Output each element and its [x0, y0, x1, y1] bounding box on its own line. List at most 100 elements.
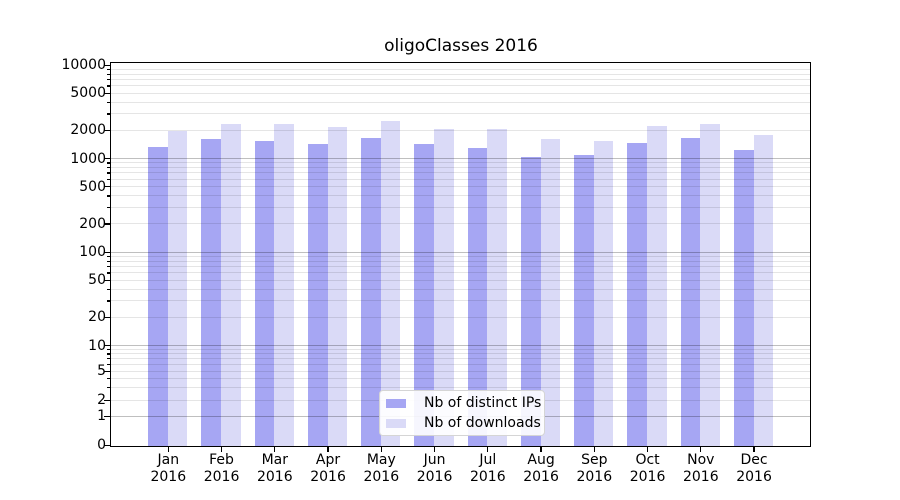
legend-swatch-downloads: [386, 418, 406, 428]
gridline-minor: [111, 370, 810, 372]
x-tick-label-dec: Dec 2016: [736, 452, 772, 485]
bar-ips-dec: [733, 149, 754, 446]
y-tick-mark: [104, 415, 110, 417]
bar-ips-jul: [467, 148, 488, 446]
x-tick-label-mar: Mar 2016: [256, 452, 293, 485]
y-tick-mark-minor: [107, 92, 110, 94]
y-tick-mark-minor: [107, 73, 110, 75]
y-tick-mark-minor: [107, 288, 110, 290]
bar-ips-sep: [574, 154, 594, 446]
x-tick-label-apr: Apr 2016: [310, 452, 346, 485]
gridline-minor: [111, 206, 810, 208]
gridline-minor: [111, 78, 810, 80]
x-tick-label-nov: Nov 2016: [682, 452, 719, 485]
gridline-minor: [111, 186, 810, 188]
x-tick-label-jan: Jan 2016: [150, 452, 187, 485]
x-tick-mark: [380, 447, 382, 452]
x-tick-label-may: May 2016: [363, 452, 400, 485]
y-tick-mark-minor: [107, 353, 110, 355]
x-tick-mark: [487, 447, 489, 452]
bar-downloads-dec: [753, 134, 774, 446]
gridline-minor: [111, 167, 810, 169]
gridline-minor: [111, 195, 810, 197]
x-tick-mark: [433, 447, 436, 452]
gridline-minor: [111, 129, 810, 131]
gridline-minor: [111, 386, 810, 388]
y-tick-mark-minor: [107, 195, 110, 197]
y-tick-mark: [104, 345, 110, 347]
bar-downloads-jul: [487, 129, 507, 446]
gridline-minor: [111, 288, 810, 290]
y-tick-mark: [104, 64, 110, 66]
gridline-minor: [111, 172, 810, 174]
bar-ips-nov: [680, 138, 701, 446]
bar-downloads-may: [380, 121, 401, 446]
x-tick-label-jul: Jul 2016: [469, 452, 506, 485]
x-tick-label-oct: Oct 2016: [629, 452, 666, 485]
y-tick-mark-minor: [107, 172, 110, 174]
y-tick-mark-minor: [107, 363, 110, 366]
y-tick-mark-minor: [107, 370, 110, 372]
bar-downloads-sep: [593, 140, 614, 446]
bar-ips-mar: [254, 141, 275, 446]
x-tick-label-sep: Sep 2016: [576, 452, 613, 485]
x-tick-mark: [220, 447, 223, 452]
bar-ips-jan: [148, 147, 168, 446]
bar-downloads-apr: [327, 127, 348, 446]
gridline-minor: [111, 260, 810, 262]
y-tick-mark-minor: [107, 399, 110, 401]
gridline-minor: [111, 68, 810, 70]
y-tick-mark-minor: [107, 300, 110, 302]
y-tick-mark-minor: [107, 85, 110, 87]
y-tick-mark: [104, 158, 110, 160]
x-tick-mark: [593, 447, 595, 452]
bar-downloads-jan: [167, 130, 188, 446]
y-tick-label: 100: [79, 244, 106, 260]
y-tick-label: 20: [88, 309, 106, 326]
y-tick-mark-minor: [107, 186, 110, 188]
bar-ips-feb: [201, 139, 222, 446]
gridline-minor: [111, 101, 810, 103]
bar-downloads-nov: [700, 124, 720, 446]
gridline-major: [111, 158, 810, 159]
y-tick-mark-minor: [107, 101, 110, 103]
gridline-minor: [111, 162, 810, 164]
y-tick-label: 200: [79, 215, 106, 232]
gridline-minor: [111, 279, 810, 281]
gridline-minor: [111, 265, 810, 267]
legend-label-downloads: Nb of downloads: [424, 415, 541, 431]
y-tick-label: 10: [88, 337, 106, 354]
bar-ips-may: [361, 138, 381, 446]
y-tick-mark-minor: [107, 386, 110, 388]
y-tick-label: 1: [97, 408, 106, 424]
y-tick-mark-minor: [107, 113, 110, 115]
gridline-minor: [111, 178, 810, 180]
gridline-minor: [111, 353, 810, 355]
bar-downloads-feb: [221, 124, 241, 446]
x-tick-label-feb: Feb 2016: [203, 452, 240, 485]
gridline-minor: [111, 348, 810, 350]
y-tick-mark-minor: [107, 167, 110, 169]
gridline-minor: [111, 316, 810, 318]
bar-ips-jun: [414, 143, 435, 446]
y-tick-label: 1000: [70, 150, 106, 167]
bar-downloads-jun: [434, 129, 454, 446]
gridline-minor: [111, 73, 810, 75]
x-tick-mark: [700, 447, 702, 452]
gridline-minor: [111, 300, 810, 302]
y-tick-mark-minor: [107, 129, 110, 132]
legend-label-distinct-ips: Nb of distinct IPs: [424, 395, 542, 411]
x-tick-mark: [274, 447, 276, 452]
y-tick-mark-minor: [107, 316, 110, 319]
gridline-minor: [111, 113, 810, 115]
x-tick-mark: [646, 447, 649, 452]
y-tick-label: 2000: [70, 122, 106, 139]
gridline-minor: [111, 223, 810, 225]
bar-ips-apr: [307, 143, 328, 446]
y-tick-mark-minor: [107, 358, 110, 360]
plot-area: [110, 62, 811, 447]
gridline-minor: [111, 85, 810, 87]
y-tick-mark-minor: [107, 178, 110, 181]
gridline-minor: [111, 255, 810, 257]
